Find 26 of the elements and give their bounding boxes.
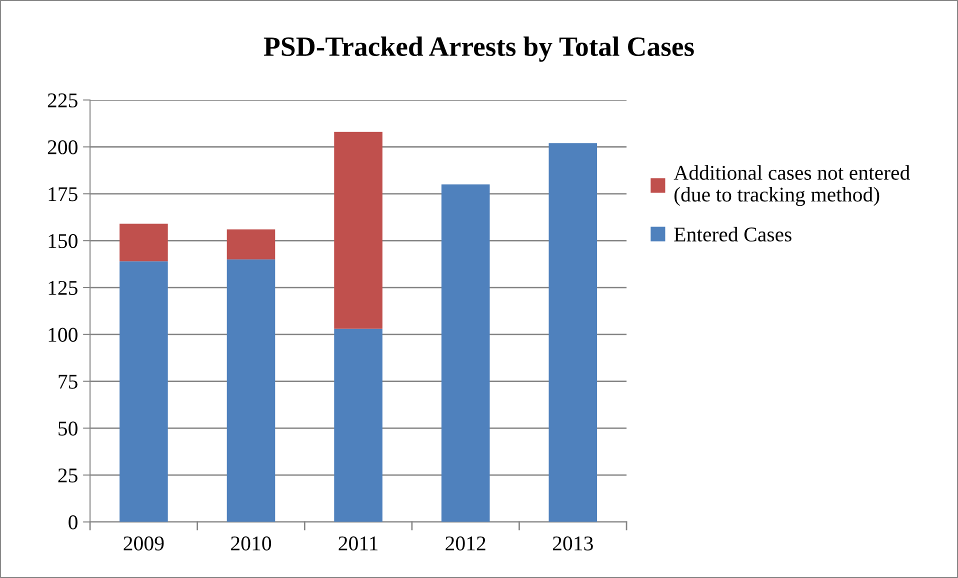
- y-tick-label: 0: [68, 515, 78, 530]
- y-tick-label: 175: [48, 187, 78, 202]
- bar: [226, 259, 276, 522]
- x-tick-label: 2012: [446, 536, 486, 550]
- y-tick-label: 75: [58, 374, 78, 389]
- x-tick-label: 2013: [552, 536, 593, 550]
- y-tick-label: 25: [58, 468, 78, 482]
- bar: [120, 224, 168, 262]
- bar: [226, 229, 276, 260]
- bar: [334, 132, 382, 329]
- x-tick-label: 2011: [338, 536, 378, 550]
- y-tick-label: 50: [58, 422, 78, 436]
- bar: [441, 184, 490, 522]
- y-tick-label: 125: [48, 280, 78, 295]
- x-tick-label: 2009: [124, 536, 164, 550]
- legend-label: Additional cases not entered (due to tracking method): [674, 165, 910, 206]
- x-tick-label: 2010: [231, 536, 272, 550]
- bar: [120, 261, 168, 522]
- y-tick-label: 150: [48, 234, 78, 248]
- y-tick-label: 100: [48, 328, 78, 342]
- legend-label: Entered Cases: [674, 226, 792, 242]
- y-tick-label: 200: [48, 140, 78, 154]
- bar: [334, 328, 382, 522]
- chart-title: PSD-Tracked Arrests by Total Cases: [264, 36, 694, 62]
- y-tick-label: 225: [48, 93, 78, 108]
- bar: [548, 143, 598, 522]
